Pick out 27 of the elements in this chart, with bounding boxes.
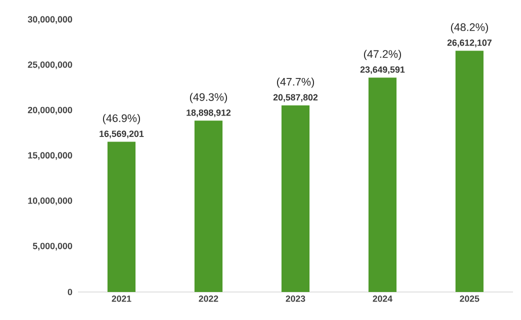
- y-tick-label: 0: [68, 288, 72, 296]
- x-tick-label: 2024: [372, 296, 392, 302]
- y-tick-label: 25,000,000: [28, 62, 72, 70]
- y-tick-label: 20,000,000: [28, 106, 72, 114]
- y-tick-label: 15,000,000: [28, 152, 72, 160]
- x-tick-label: 2021: [112, 296, 132, 302]
- y-tick-label: 10,000,000: [28, 198, 72, 206]
- bar: [194, 120, 223, 292]
- y-tick-label: 5,000,000: [32, 242, 72, 250]
- data-label: 16,569,201: [100, 130, 144, 138]
- x-tick-label: 2025: [460, 296, 480, 302]
- annotation: (49.3%): [190, 92, 228, 104]
- bar: [368, 78, 397, 292]
- x-tick-label: 2022: [198, 296, 218, 302]
- annotation: (46.9%): [102, 114, 140, 124]
- data-label: 23,649,591: [360, 66, 405, 74]
- bar: [282, 105, 310, 292]
- annotation: (48.2%): [450, 22, 488, 34]
- data-label: 26,612,107: [447, 40, 492, 48]
- annotation: (47.2%): [364, 50, 402, 60]
- bar: [456, 50, 484, 292]
- bar: [108, 142, 136, 292]
- data-label: 18,898,912: [186, 109, 231, 118]
- x-tick-label: 2023: [286, 296, 306, 302]
- data-label: 20,587,802: [273, 94, 318, 102]
- y-tick-label: 30,000,000: [28, 16, 72, 24]
- annotation: (47.7%): [276, 78, 314, 88]
